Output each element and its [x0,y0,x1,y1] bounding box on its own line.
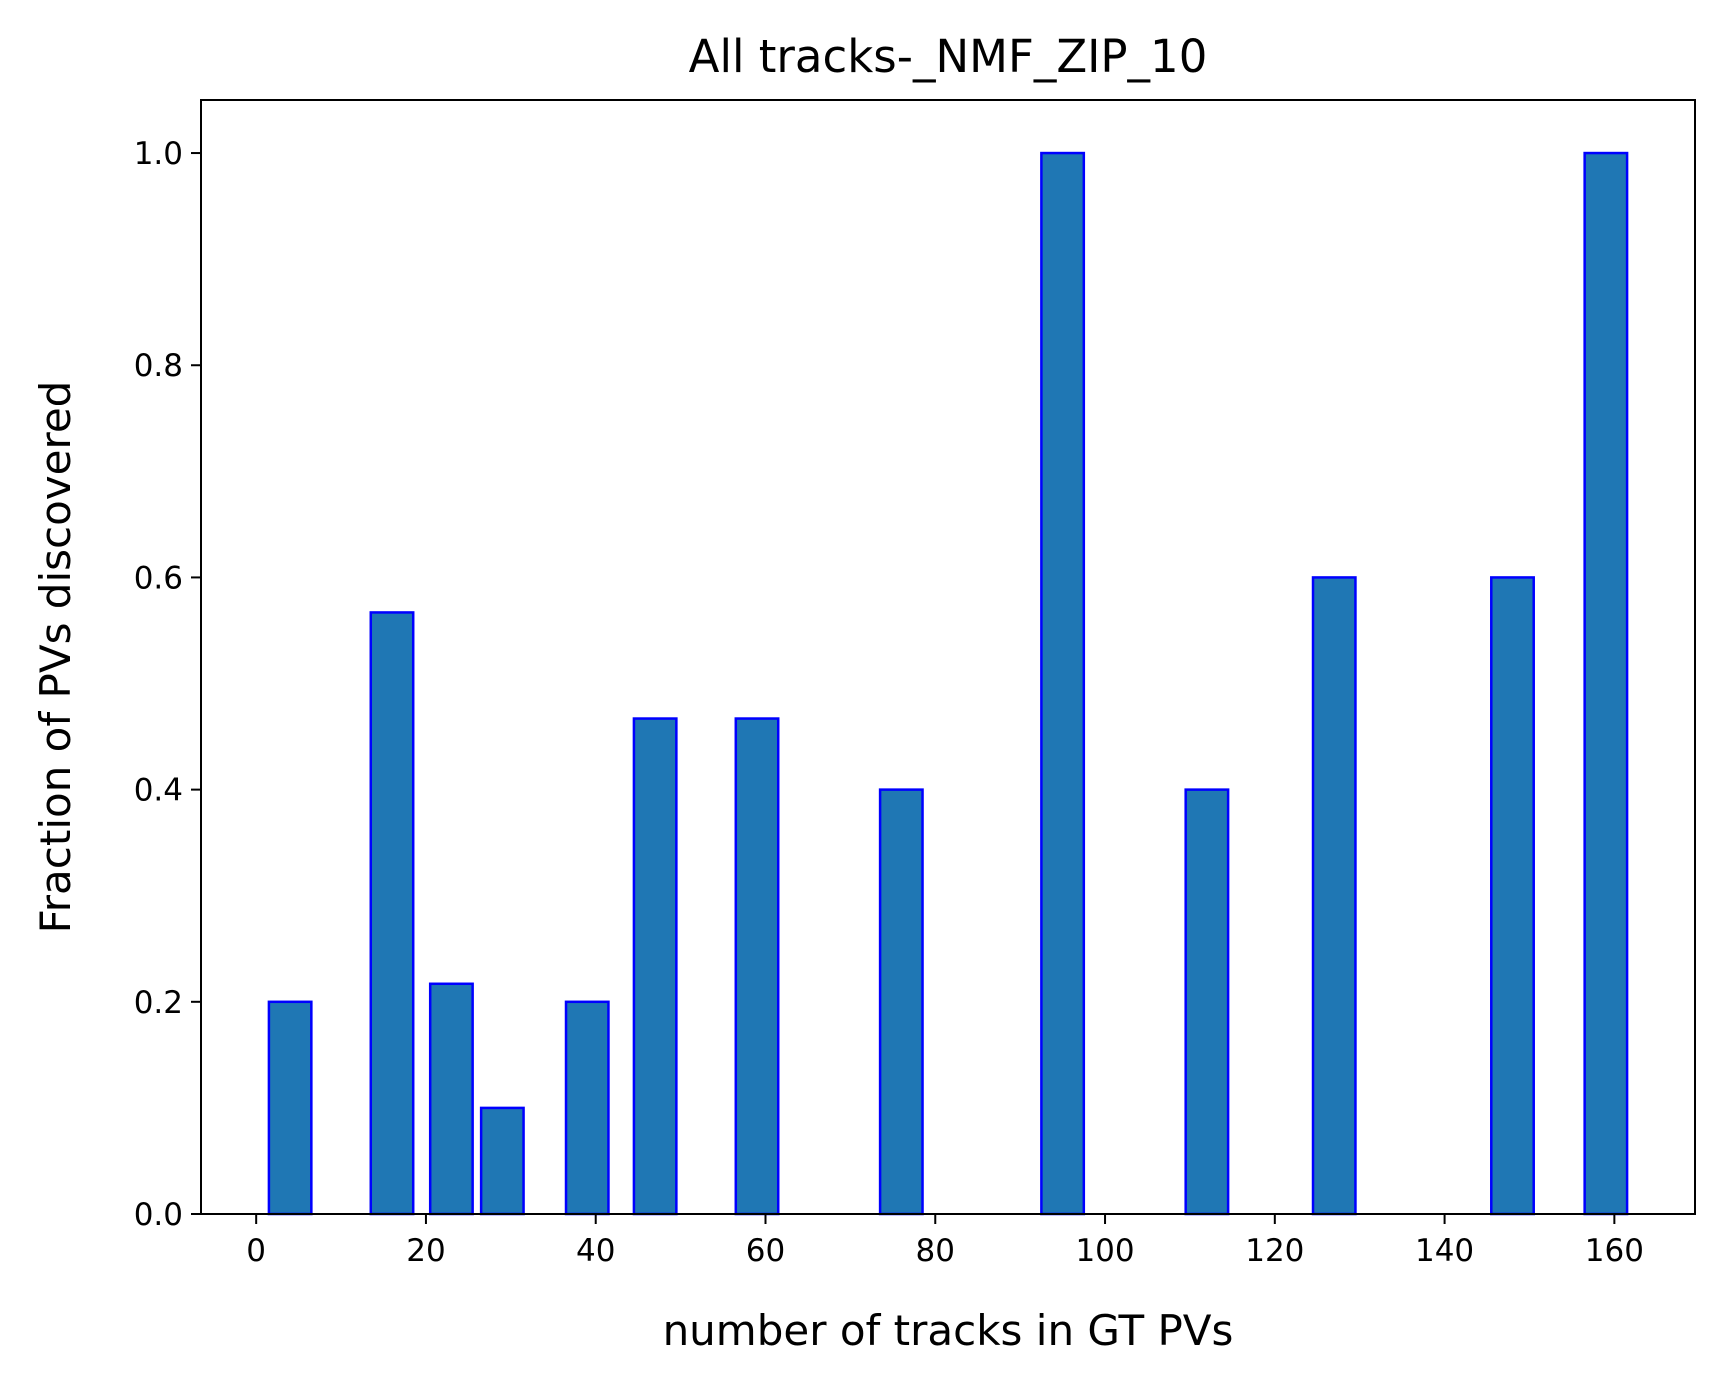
bar-11 [1490,576,1535,1216]
y-tick-label: 1.0 [134,136,183,172]
x-tick-label: 100 [1075,1233,1134,1269]
y-tick-label: 0.6 [134,560,183,596]
bar-8 [1040,151,1086,1216]
y-tick-label: 0.4 [134,773,183,809]
bar-6 [734,717,780,1216]
bar-10 [1311,576,1357,1216]
bar-7 [878,788,924,1216]
x-tick-label: 40 [576,1233,615,1269]
chart-title: All tracks-_NMF_ZIP_10 [689,30,1208,83]
plot-background [201,100,1695,1214]
x-axis-label: number of tracks in GT PVs [663,1306,1234,1355]
x-axis-ticks: 0 20 40 60 80 100 120 140 160 [246,1214,1644,1269]
axes-frame [200,99,1696,1215]
y-axis-ticks: 0.0 0.2 0.4 0.6 0.8 1.0 [134,136,201,1233]
y-tick-label: 0.0 [134,1197,183,1233]
x-tick-label: 80 [916,1233,955,1269]
bar-1 [369,611,415,1216]
x-tick-label: 20 [406,1233,445,1269]
bar-3 [479,1106,525,1216]
bar-4 [564,1000,610,1216]
bar-5 [632,717,678,1216]
y-tick-label: 0.8 [134,348,183,384]
bar-0 [267,1000,313,1216]
x-tick-label: 160 [1585,1233,1644,1269]
bar-12 [1583,151,1629,1216]
x-tick-label: 0 [246,1233,266,1269]
x-tick-label: 140 [1415,1233,1474,1269]
x-tick-label: 120 [1245,1233,1304,1269]
x-tick-label: 60 [746,1233,785,1269]
y-axis-label: Fraction of PVs discovered [31,381,80,934]
bar-2 [428,982,474,1216]
y-tick-label: 0.2 [134,985,183,1021]
bar-9 [1184,788,1230,1216]
